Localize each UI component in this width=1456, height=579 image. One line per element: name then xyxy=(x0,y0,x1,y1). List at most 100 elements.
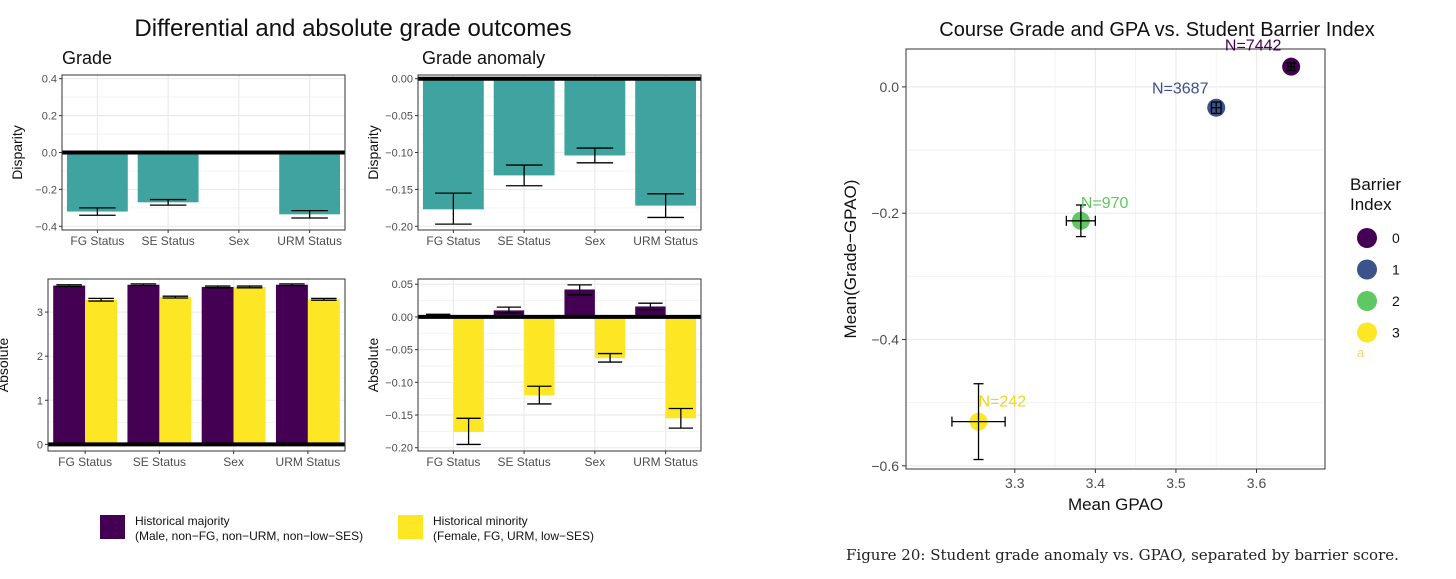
legend-minority-line1: Historical minority xyxy=(433,514,528,528)
bar xyxy=(279,152,341,215)
y-tick-label: −0.4 xyxy=(871,332,899,348)
y-tick-label: −0.15 xyxy=(385,184,413,196)
scatter-title: Course Grade and GPA vs. Student Barrier… xyxy=(939,19,1374,41)
x-tick-label: Sex xyxy=(585,455,606,469)
y-tick-label: 0.00 xyxy=(392,74,413,86)
x-tick-label: SE Status xyxy=(133,455,186,469)
y-tick-label: 2 xyxy=(37,351,43,363)
bar xyxy=(275,284,308,445)
x-tick-label: FG Status xyxy=(426,234,480,248)
y-tick-label: −0.05 xyxy=(385,345,413,357)
x-tick-label: URM Status xyxy=(633,455,698,469)
x-tick-label: 3.6 xyxy=(1247,475,1267,491)
bar xyxy=(66,152,128,212)
bar xyxy=(524,316,555,396)
x-tick-label: SE Status xyxy=(497,455,550,469)
bar xyxy=(53,285,86,445)
bar xyxy=(127,284,160,445)
y-tick-label: 0.00 xyxy=(392,312,413,324)
x-tick-label: SE Status xyxy=(141,234,194,248)
point-label: N=7442 xyxy=(1225,38,1282,55)
bar xyxy=(159,297,192,445)
plot-border xyxy=(61,74,346,231)
legend-label: 1 xyxy=(1392,262,1400,278)
y-axis-label: Absolute xyxy=(365,338,381,393)
y-tick-label: 0.0 xyxy=(42,148,57,160)
x-tick-label: Sex xyxy=(585,234,606,248)
legend-key xyxy=(1357,322,1377,343)
x-tick-label: FG Status xyxy=(58,455,112,469)
plot-border xyxy=(417,74,702,231)
y-tick-label: −0.2 xyxy=(871,205,899,221)
point-label: N=970 xyxy=(1081,195,1129,212)
y-tick-label: 3 xyxy=(37,307,43,319)
plot-border xyxy=(47,278,346,452)
y-tick-label: 0.2 xyxy=(42,111,57,123)
bar xyxy=(453,316,484,433)
legend-minority-line2: (Female, FG, URM, low−SES) xyxy=(433,529,594,543)
barrier-legend-title-line2: Index xyxy=(1350,195,1392,214)
y-axis-label: Disparity xyxy=(365,125,381,179)
plot-border xyxy=(905,48,1326,470)
legend-label: 2 xyxy=(1392,293,1400,309)
legend-swatch-minority xyxy=(398,515,423,539)
bar xyxy=(137,152,199,203)
x-tick-label: FG Status xyxy=(70,234,124,248)
bar xyxy=(493,78,555,176)
y-axis-label: Disparity xyxy=(9,125,25,179)
bar xyxy=(307,299,340,445)
x-axis-label: Mean GPAO xyxy=(1068,495,1163,514)
bar xyxy=(493,310,525,317)
bar xyxy=(665,316,697,419)
y-axis-label: Absolute xyxy=(0,338,11,393)
legend-label: 3 xyxy=(1392,325,1400,341)
y-tick-label: 1 xyxy=(37,395,43,407)
bar xyxy=(233,286,266,445)
bar xyxy=(594,316,626,359)
x-tick-label: Sex xyxy=(229,234,250,248)
bar-chart-4: 0.05 0.00 −0.05 −0.10 −0.15 −0.20 FG Status SE … xyxy=(365,278,702,469)
bar xyxy=(635,306,666,317)
y-tick-label: 0.4 xyxy=(42,74,57,86)
bar xyxy=(635,78,697,206)
y-tick-label: −0.15 xyxy=(385,410,413,422)
panel-title: Grade anomaly xyxy=(422,48,545,68)
x-tick-label: URM Status xyxy=(276,455,341,469)
legend-majority-line2: (Male, non−FG, non−URM, non−low−SES) xyxy=(135,529,363,543)
x-tick-label: 3.5 xyxy=(1166,475,1186,491)
point-label: N=242 xyxy=(979,394,1027,411)
bar-chart-1: −0.4 −0.2 0.0 0.2 0.4 FG Status SE Status Sex UR… xyxy=(9,48,346,248)
barrier-legend-stray-mark: a xyxy=(1357,345,1365,360)
y-tick-label: 0.05 xyxy=(392,279,413,291)
legend-key xyxy=(1357,291,1377,311)
bar xyxy=(201,286,234,445)
legend-key xyxy=(1357,259,1377,280)
scatter-chart: Course Grade and GPA vs. Student Barrier… xyxy=(841,19,1375,514)
x-tick-label: FG Status xyxy=(426,455,480,469)
y-tick-label: −0.05 xyxy=(385,111,413,123)
panel-title: Grade xyxy=(62,48,112,68)
left-figure-title: Differential and absolute grade outcomes xyxy=(134,15,571,42)
y-tick-label: −0.10 xyxy=(385,377,413,389)
y-axis-label: Mean(Grade−GPAO) xyxy=(841,180,860,339)
bar xyxy=(564,78,626,156)
y-tick-label: −0.20 xyxy=(385,443,413,455)
y-tick-label: −0.20 xyxy=(385,221,413,233)
y-tick-label: 0 xyxy=(37,439,43,451)
legend-key xyxy=(1357,228,1377,248)
bar xyxy=(422,78,484,210)
figure-caption: Figure 20: Student grade anomaly vs. GPA… xyxy=(846,546,1399,564)
legend-majority-line1: Historical majority xyxy=(135,514,230,528)
y-tick-label: −0.4 xyxy=(35,221,57,233)
bar-chart-3: 0 1 2 3 FG Status SE Status Sex URM Status Absol… xyxy=(0,278,346,469)
point-label: N=3687 xyxy=(1152,81,1209,98)
legend-swatch-majority xyxy=(100,515,125,539)
y-tick-label: −0.2 xyxy=(35,184,57,196)
y-tick-label: −0.10 xyxy=(385,148,413,160)
bar-chart-2: 0.00 −0.05 −0.10 −0.15 −0.20 FG Status SE Stat… xyxy=(365,48,702,248)
y-tick-label: 0.0 xyxy=(880,79,900,95)
plot-border xyxy=(417,278,702,452)
x-tick-label: SE Status xyxy=(497,234,550,248)
barrier-legend-title-line1: Barrier xyxy=(1350,175,1401,194)
